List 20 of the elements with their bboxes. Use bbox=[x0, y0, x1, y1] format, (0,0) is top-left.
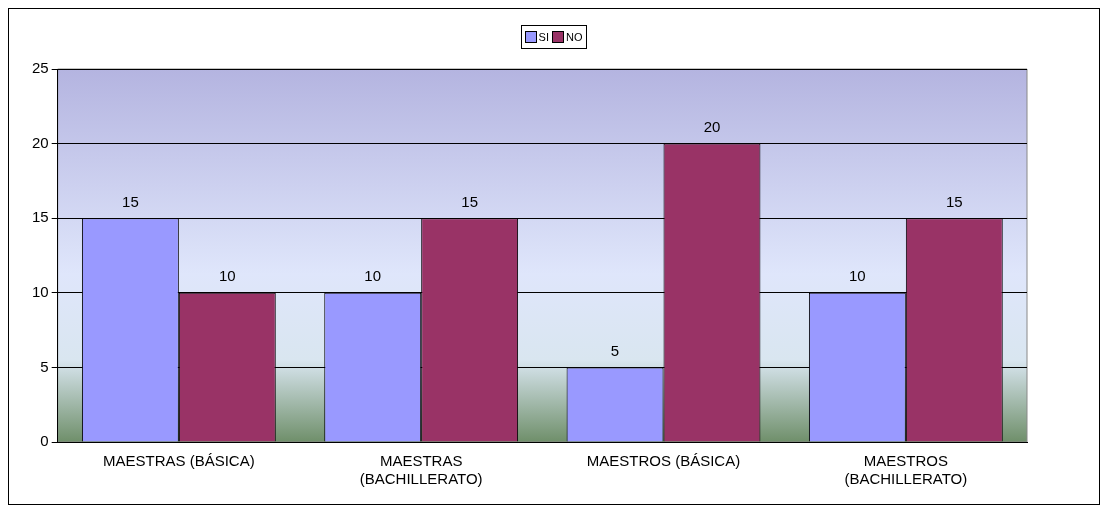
legend-label: SI bbox=[538, 31, 549, 43]
x-tick-label: MAESTROS (BACHILLERATO) bbox=[844, 452, 968, 488]
data-label: 5 bbox=[610, 342, 620, 360]
data-label: 10 bbox=[364, 267, 382, 285]
y-tick-label: 15 bbox=[32, 208, 49, 226]
data-label: 15 bbox=[122, 192, 139, 210]
y-tick-label: 25 bbox=[32, 59, 49, 77]
x-tick-label: MAESTRAS (BÁSICA) bbox=[103, 452, 255, 470]
y-tick-label: 20 bbox=[32, 133, 49, 151]
data-label: 20 bbox=[703, 118, 721, 136]
x-tick-label: MAESTROS (BÁSICA) bbox=[586, 452, 741, 470]
x-tick-label: MAESTRAS (BACHILLERATO) bbox=[359, 452, 483, 488]
data-label: 15 bbox=[945, 192, 963, 210]
data-label: 10 bbox=[849, 267, 866, 285]
data-label: 10 bbox=[218, 267, 236, 285]
y-tick-label: 5 bbox=[40, 357, 49, 375]
y-tick-label: 10 bbox=[32, 282, 49, 300]
legend-label: NO bbox=[565, 31, 583, 43]
y-tick-label: 0 bbox=[40, 432, 49, 450]
data-label: 15 bbox=[461, 192, 478, 210]
